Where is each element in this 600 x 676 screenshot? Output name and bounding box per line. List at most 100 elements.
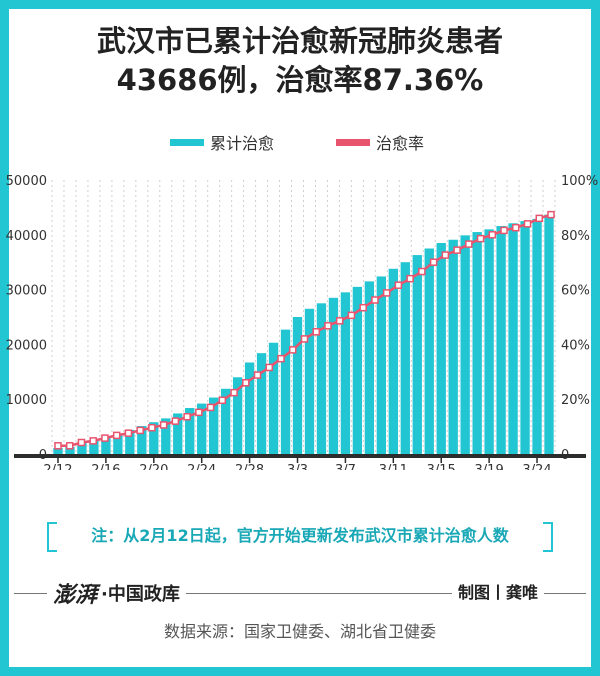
rate-point (535, 214, 544, 223)
legend-label-line: 治愈率 (376, 134, 425, 153)
bar (268, 342, 279, 454)
rate-point (476, 234, 485, 243)
rate-point (101, 434, 109, 442)
rate-line (54, 210, 555, 450)
x-tick-label: 2/24 (187, 463, 216, 470)
bar (364, 281, 375, 454)
grid (51, 180, 556, 454)
bar (232, 377, 243, 454)
legend-swatch-bar (170, 138, 204, 146)
rate-point (148, 423, 156, 432)
note-bracket-left (47, 522, 57, 552)
baseline (14, 454, 586, 458)
rate-point (206, 403, 215, 412)
bar (304, 308, 315, 454)
bar (520, 221, 530, 454)
data-source: 数据来源：国家卫健委、湖北省卫健委 (163, 622, 436, 641)
left-tick-label: 30000 (6, 284, 47, 299)
bar (256, 353, 267, 454)
rate-point (359, 303, 367, 312)
bar (436, 243, 446, 454)
rate-point (265, 363, 274, 372)
bar (244, 362, 255, 454)
bar (352, 286, 363, 454)
bar (484, 229, 494, 454)
bar (376, 276, 387, 454)
bar (508, 223, 518, 454)
rate-point (406, 274, 414, 283)
rate-point (136, 426, 144, 435)
bar (448, 239, 458, 454)
title-line-1: 武汉市已累计治愈新冠肺炎患者 (96, 24, 503, 58)
rate-point (218, 396, 227, 405)
rate-point (183, 412, 191, 421)
rate-point (335, 317, 344, 325)
rate-point (453, 246, 461, 254)
bar (77, 443, 87, 454)
bar (544, 214, 554, 454)
x-tick-label: 3/24 (522, 463, 551, 470)
axes: 01000020000300004000050000020%40%60%80%1… (6, 174, 599, 470)
rate-point (289, 346, 297, 354)
rate-point (312, 328, 320, 336)
bar (137, 426, 147, 454)
rate-point (441, 251, 450, 259)
rate-point (253, 371, 262, 379)
rate-point (112, 431, 121, 440)
rate-point (512, 223, 520, 232)
x-tick-label: 2/28 (235, 463, 264, 470)
bar (53, 447, 63, 454)
left-tick-label: 10000 (6, 393, 47, 408)
bar (197, 403, 207, 454)
rate-point (382, 289, 391, 297)
x-tick-label: 3/19 (475, 463, 504, 470)
logo-sub: ·中国政库 (101, 584, 180, 605)
bar (113, 434, 123, 454)
right-tick-label: 20% (561, 393, 590, 408)
bar (460, 235, 470, 454)
rate-point (89, 437, 97, 445)
bar (101, 437, 111, 454)
bar (532, 218, 542, 454)
rate-point (500, 226, 508, 235)
bar (149, 422, 159, 454)
rate-point (324, 322, 332, 330)
rate-point (418, 267, 426, 276)
bar (292, 317, 303, 454)
bar (185, 407, 195, 454)
note-text: 注：从2月12日起，官方开始更新发布武汉市累计治愈人数 (91, 526, 509, 545)
x-tick-label: 3/7 (335, 463, 356, 470)
bar (400, 262, 410, 454)
note-bracket-right (543, 522, 553, 552)
rate-point (465, 240, 473, 248)
rate-point (394, 281, 403, 289)
x-tick-label: 2/12 (43, 463, 72, 470)
legend-item-line: 治愈率 (336, 130, 424, 154)
left-tick-label: 20000 (6, 338, 47, 353)
logo: 澎湃 ·中国政库 (47, 578, 186, 608)
x-tick-label: 3/11 (379, 463, 408, 470)
credit: 制图丨龚唯 (451, 580, 544, 606)
bar (316, 303, 327, 454)
bar (412, 255, 422, 454)
bars (53, 214, 554, 454)
right-tick-label: 80% (561, 229, 590, 244)
bar (173, 413, 183, 454)
rate-point (371, 296, 379, 304)
bar (65, 446, 75, 454)
left-tick-label: 50000 (6, 174, 47, 189)
legend-label-bar: 累计治愈 (210, 134, 275, 153)
left-tick-label: 40000 (6, 229, 47, 244)
bar (328, 297, 339, 454)
rate-point (195, 408, 203, 417)
rate-point (300, 335, 309, 343)
rate-point (159, 421, 168, 429)
logo-mark: 澎湃 (53, 582, 98, 608)
note-box: 注：从2月12日起，官方开始更新发布武汉市累计治愈人数 (47, 522, 553, 552)
bar (340, 292, 351, 454)
rate-point (242, 379, 250, 387)
x-tick-label: 2/16 (91, 463, 120, 470)
bar (388, 268, 398, 454)
rate-point (277, 354, 285, 363)
bar (424, 248, 434, 454)
